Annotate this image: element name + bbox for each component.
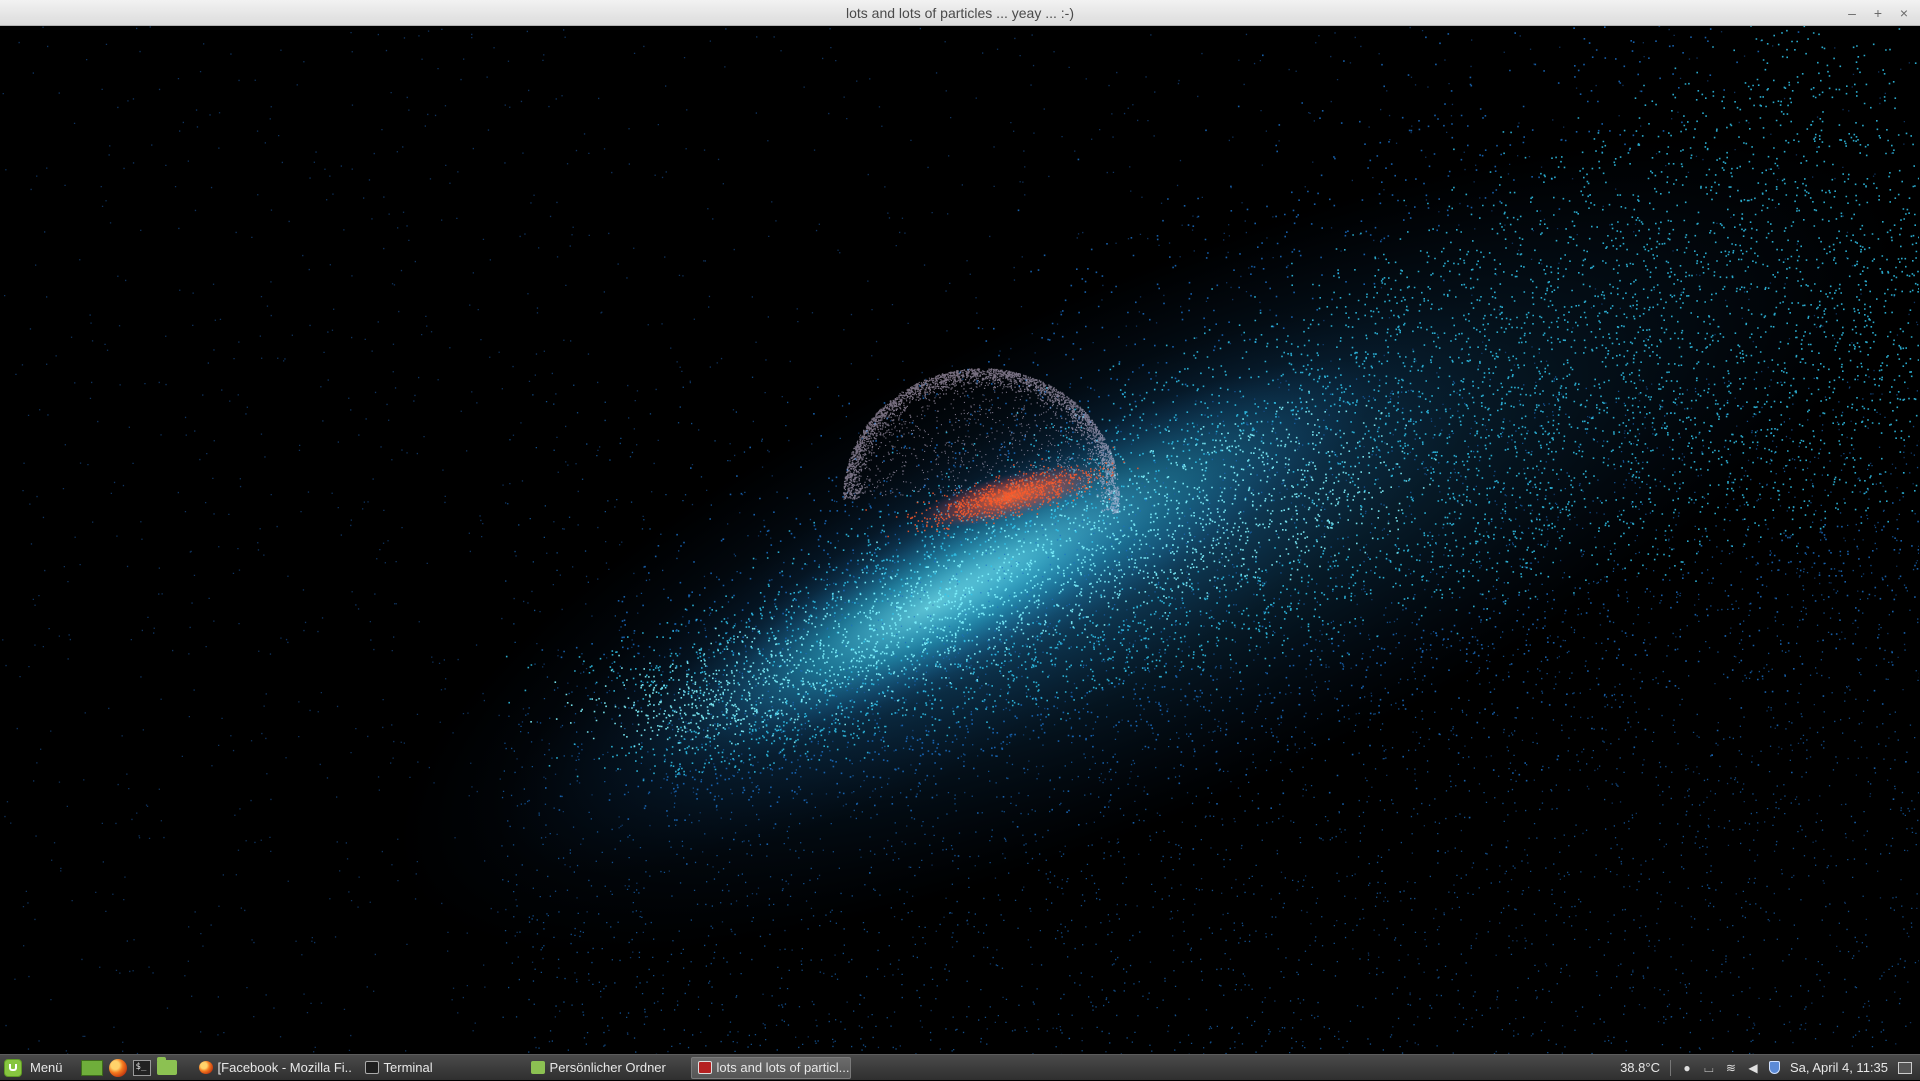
window-titlebar[interactable]: lots and lots of particles ... yeay ... … [0, 0, 1920, 26]
desktop-icon[interactable] [80, 1059, 103, 1076]
taskbar-item-terminal[interactable]: Terminal [359, 1057, 519, 1079]
minimize-icon[interactable]: – [1848, 5, 1856, 21]
task-label: lots and lots of particl... [716, 1060, 850, 1075]
particle-sphere [843, 368, 1139, 538]
particle-dots [2, 26, 1919, 1054]
task-label: [Facebook - Mozilla Fi... [217, 1060, 353, 1075]
quick-launchers: $_ [80, 1057, 177, 1077]
keyboard-icon[interactable]: ⌴ [1704, 1060, 1714, 1075]
folder-icon[interactable] [156, 1057, 177, 1075]
tray-divider [1669, 1059, 1671, 1076]
app-icon [697, 1061, 712, 1074]
task-label: Terminal [383, 1060, 433, 1075]
shield-icon[interactable] [1768, 1061, 1780, 1074]
terminal-icon [364, 1061, 379, 1074]
cpu-temperature: 38.8°C [1620, 1060, 1660, 1075]
close-icon[interactable]: × [1899, 5, 1909, 21]
taskbar-item-firefox[interactable]: [Facebook - Mozilla Fi... [193, 1057, 353, 1079]
firefox-icon [198, 1061, 213, 1074]
wifi-icon[interactable]: ≋ [1725, 1060, 1736, 1075]
particle-simulation [2, 26, 1919, 1054]
mint-logo-icon [4, 1058, 22, 1077]
window-controls: – + × [1846, 0, 1910, 26]
firefox-icon[interactable] [108, 1058, 127, 1077]
taskbar-item-home-folder[interactable]: Persönlicher Ordner [525, 1057, 685, 1079]
taskbar-item-particles[interactable]: lots and lots of particl... [690, 1056, 851, 1079]
taskbar: Menü $_ [Facebook - Mozilla Fi... Termin… [0, 1054, 1920, 1080]
system-tray: 38.8°C ● ⌴ ≋ ◀ Sa, April 4, 11:35 [1620, 1055, 1920, 1081]
terminal-icon[interactable]: $_ [132, 1059, 151, 1076]
particle-canvas[interactable] [1, 26, 1919, 1054]
folder-icon [530, 1061, 545, 1074]
show-desktop-icon[interactable] [1898, 1061, 1912, 1074]
clock[interactable]: Sa, April 4, 11:35 [1789, 1060, 1888, 1075]
window-title: lots and lots of particles ... yeay ... … [846, 5, 1074, 21]
user-icon[interactable]: ● [1683, 1060, 1691, 1075]
maximize-icon[interactable]: + [1873, 5, 1883, 21]
volume-icon[interactable]: ◀ [1748, 1060, 1758, 1075]
task-label: Persönlicher Ordner [549, 1060, 666, 1075]
menu-label: Menü [30, 1060, 63, 1075]
start-menu-button[interactable]: Menü [0, 1055, 73, 1081]
